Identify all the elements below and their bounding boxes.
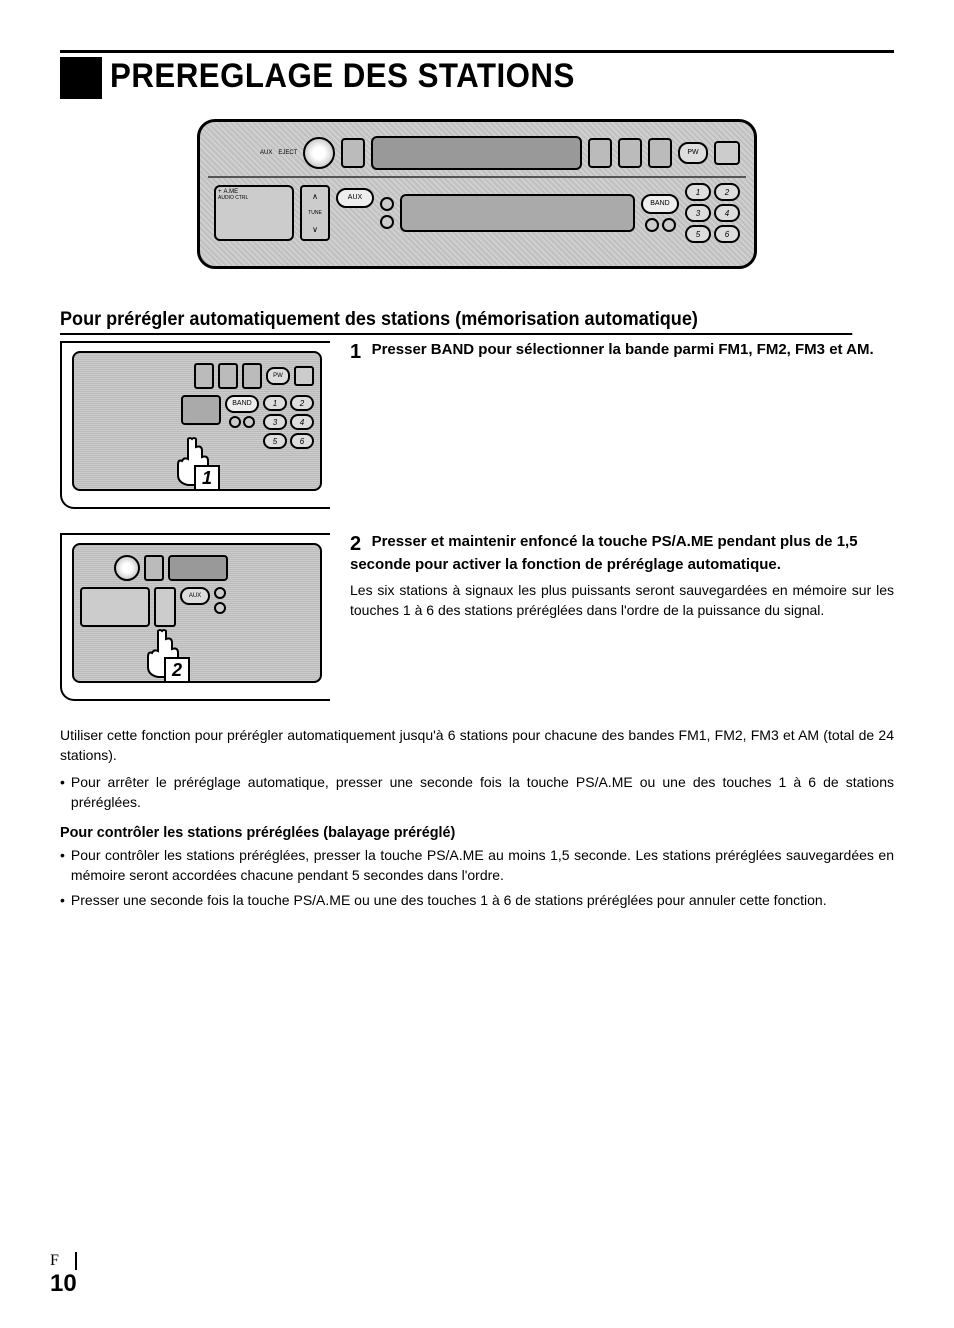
preset-grid: 1 2 3 4 5 6: [685, 183, 740, 243]
mini-knob-icon: [114, 555, 140, 581]
mini-circ-a-icon: [214, 587, 226, 599]
step-1-row: PW BAND 1 2 3: [60, 341, 894, 509]
preset-6-icon: 6: [714, 225, 740, 243]
preset-2-icon: 2: [714, 183, 740, 201]
step-2-badge: 2: [164, 657, 190, 683]
step-2-row: AUX 2 2 Presser et maintenir enfoncé la …: [60, 533, 894, 701]
bullet-3-text: Presser une seconde fois la touche PS/A.…: [71, 890, 827, 910]
mute-btn-icon: [645, 218, 659, 232]
mini-preset-3: 3: [263, 414, 287, 430]
notes-intro: Utiliser cette fonction pour prérégler a…: [60, 725, 894, 766]
cassette-slot-icon: [371, 136, 582, 170]
bullet-dot-icon: •: [60, 890, 65, 910]
preset-4-icon: 4: [714, 204, 740, 222]
bullet-dot-icon: •: [60, 845, 65, 886]
mini-band-button-icon: BAND: [225, 395, 259, 413]
slot-button-icon: [588, 138, 612, 168]
mini-preset-6: 6: [290, 433, 314, 449]
hand-pointer-2-icon: 2: [144, 627, 184, 679]
step-1-text: 1 Presser BAND pour sélectionner la band…: [350, 341, 894, 364]
title-row: PREREGLAGE DES STATIONS: [60, 57, 894, 99]
step-2-bold: Presser et maintenir enfoncé la touche P…: [350, 533, 858, 573]
mini-pw-icon: PW: [266, 367, 290, 385]
mini-preset-2: 2: [290, 395, 314, 411]
step-2-number: 2: [350, 533, 361, 556]
title-marker-box: [60, 57, 102, 99]
mini-preset-4: 4: [290, 414, 314, 430]
bullet-1-text: Pour arrêter le préréglage automatique, …: [71, 772, 894, 813]
mini-audio-ctrl-icon: [80, 587, 150, 627]
preset-1-icon: 1: [685, 183, 711, 201]
radio-top-row: AUX EJECT PW: [208, 130, 746, 178]
mini-ff-icon: [242, 363, 262, 389]
footer-page-number: 10: [50, 1270, 77, 1298]
mini-st-icon: [243, 416, 255, 428]
preset-3-icon: 3: [685, 204, 711, 222]
eject-label: EJECT: [278, 150, 297, 156]
ff-button-icon: [648, 138, 672, 168]
tune-control-icon: ∧ TUNE ∨: [300, 185, 330, 241]
aux-button-icon: AUX: [336, 188, 374, 208]
small-btn-2-icon: [380, 215, 394, 229]
mini-cassette-icon: [168, 555, 228, 581]
bullet-1: • Pour arrêter le préréglage automatique…: [60, 772, 894, 813]
mini-eject-icon: [144, 555, 164, 581]
mini-preset-1: 1: [263, 395, 287, 411]
aux-label: AUX: [260, 150, 272, 156]
small-btn-1-icon: [380, 197, 394, 211]
step-2-radio-fragment: AUX 2: [72, 543, 322, 683]
step-1-figure: PW BAND 1 2 3: [60, 341, 330, 509]
page-title: PREREGLAGE DES STATIONS: [110, 57, 575, 96]
mini-preset-grid: 1 2 3 4 5 6: [263, 395, 314, 449]
tune-label: TUNE: [308, 210, 322, 216]
mini-slot-icon: [194, 363, 214, 389]
audio-ctrl-panel-icon: +A.ME AUDIO CTRL: [214, 185, 294, 241]
mini-rew-icon: [218, 363, 238, 389]
eject-button-icon: [341, 138, 365, 168]
radio-illustration-full: AUX EJECT PW +A.ME AUDIO CTRL ∧ TUNE ∨ A…: [197, 119, 757, 269]
audio-ctrl-label: AUDIO CTRL: [218, 195, 290, 201]
st-btn-icon: [662, 218, 676, 232]
radio-bottom-row: +A.ME AUDIO CTRL ∧ TUNE ∨ AUX BAND 1 2 3…: [208, 178, 746, 248]
mini-preset-5: 5: [263, 433, 287, 449]
page-footer: F 10: [50, 1252, 77, 1298]
bullet-dot-icon: •: [60, 772, 65, 813]
mini-circ-b-icon: [214, 602, 226, 614]
mini-tune-icon: [154, 587, 176, 627]
band-button-icon: BAND: [641, 194, 679, 214]
power-button-icon: [714, 141, 740, 165]
pw-button-icon: PW: [678, 142, 708, 164]
hand-pointer-1-icon: 1: [174, 435, 214, 487]
rew-button-icon: [618, 138, 642, 168]
volume-knob-icon: [303, 137, 335, 169]
step-1-bold: Presser BAND pour sélectionner la bande …: [372, 341, 874, 358]
step-2-figure: AUX 2: [60, 533, 330, 701]
mini-mute-icon: [229, 416, 241, 428]
preset-5-icon: 5: [685, 225, 711, 243]
step-2-text: 2 Presser et maintenir enfoncé la touche…: [350, 533, 894, 621]
mini-display-icon: [181, 395, 221, 425]
mini-pwr-icon: [294, 366, 314, 386]
top-rule: [60, 50, 894, 53]
step-1-badge: 1: [194, 465, 220, 491]
step-1-number: 1: [350, 341, 361, 364]
mini-aux-icon: AUX: [180, 587, 210, 605]
display-area-icon: [400, 194, 635, 232]
step-2-body: Les six stations à signaux les plus puis…: [350, 580, 894, 621]
section-subtitle: Pour prérégler automatiquement des stati…: [60, 309, 852, 335]
step-1-radio-fragment: PW BAND 1 2 3: [72, 351, 322, 491]
bullet-2: • Pour contrôler les stations préréglées…: [60, 845, 894, 886]
sub-heading: Pour contrôler les stations préréglées (…: [60, 824, 861, 841]
footer-letter: F: [50, 1252, 77, 1270]
bullet-3: • Presser une seconde fois la touche PS/…: [60, 890, 894, 910]
bullet-2-text: Pour contrôler les stations préréglées, …: [71, 845, 894, 886]
